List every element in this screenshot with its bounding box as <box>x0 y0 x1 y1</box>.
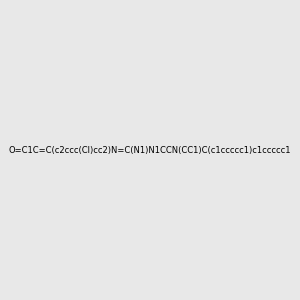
Text: O=C1C=C(c2ccc(Cl)cc2)N=C(N1)N1CCN(CC1)C(c1ccccc1)c1ccccc1: O=C1C=C(c2ccc(Cl)cc2)N=C(N1)N1CCN(CC1)C(… <box>9 146 291 154</box>
